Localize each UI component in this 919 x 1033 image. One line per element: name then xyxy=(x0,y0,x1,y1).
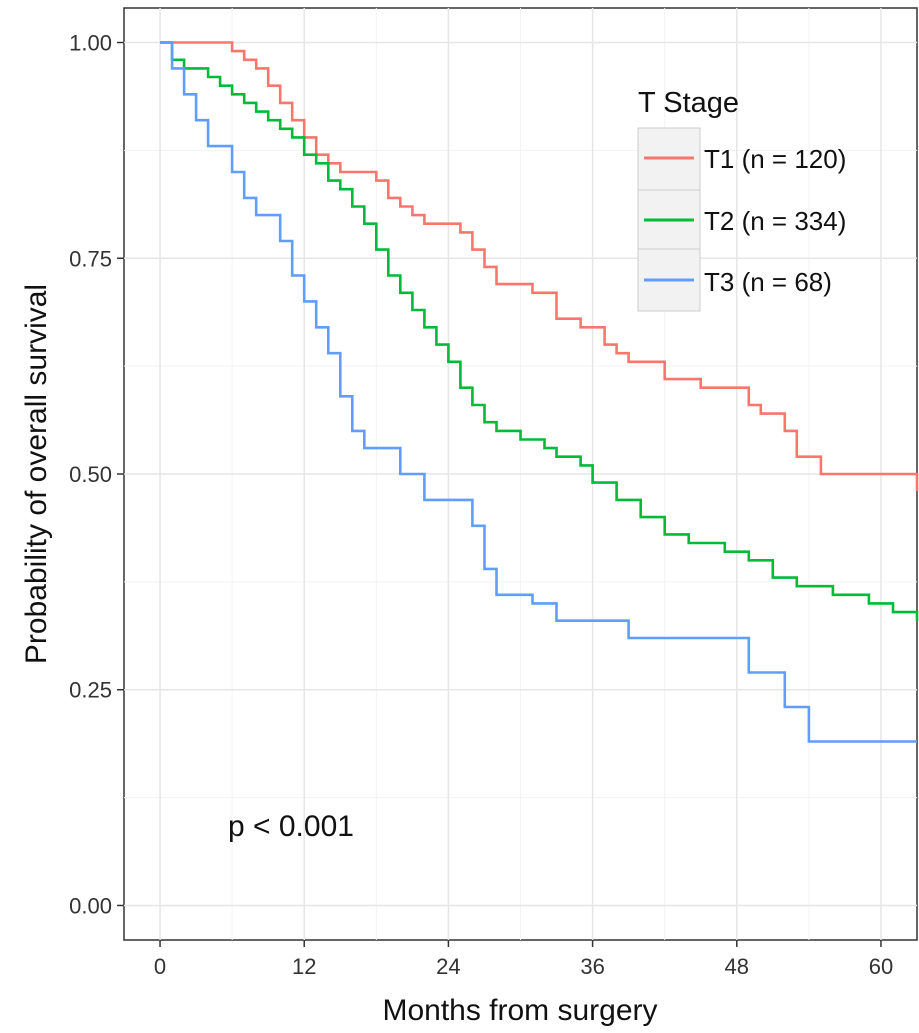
x-tick-label: 48 xyxy=(725,954,749,979)
y-tick-label: 0.50 xyxy=(69,462,112,487)
x-tick-label: 12 xyxy=(292,954,316,979)
x-tick-label: 36 xyxy=(580,954,604,979)
p-value-annotation: p < 0.001 xyxy=(228,810,354,843)
legend-label-t2: T2 (n = 334) xyxy=(704,206,846,236)
x-tick-label: 60 xyxy=(869,954,893,979)
y-tick-label: 0.75 xyxy=(69,246,112,271)
series-layer xyxy=(160,41,919,743)
grid-layer xyxy=(124,8,917,940)
x-tick-label: 0 xyxy=(154,954,166,979)
legend-label-t3: T3 (n = 68) xyxy=(704,267,832,297)
series-line-t2 xyxy=(160,41,919,621)
y-tick-label: 0.00 xyxy=(69,893,112,918)
legend: T Stage T1 (n = 120) T2 (n = 334) T3 (n … xyxy=(637,87,846,312)
y-tick-label: 1.00 xyxy=(69,31,112,56)
axis-layer: 0 12 24 36 48 60 0.00 0.25 0.50 0.75 1.00 xyxy=(69,31,893,979)
series-line-t3 xyxy=(160,41,917,743)
y-axis-title: Probability of overall survival xyxy=(20,284,53,664)
y-tick-label: 0.25 xyxy=(69,678,112,703)
x-tick-label: 24 xyxy=(436,954,460,979)
x-axis-title: Months from surgery xyxy=(382,994,657,1027)
legend-title: T Stage xyxy=(638,87,739,119)
series-line-t1 xyxy=(160,41,919,492)
legend-label-t1: T1 (n = 120) xyxy=(704,144,846,174)
